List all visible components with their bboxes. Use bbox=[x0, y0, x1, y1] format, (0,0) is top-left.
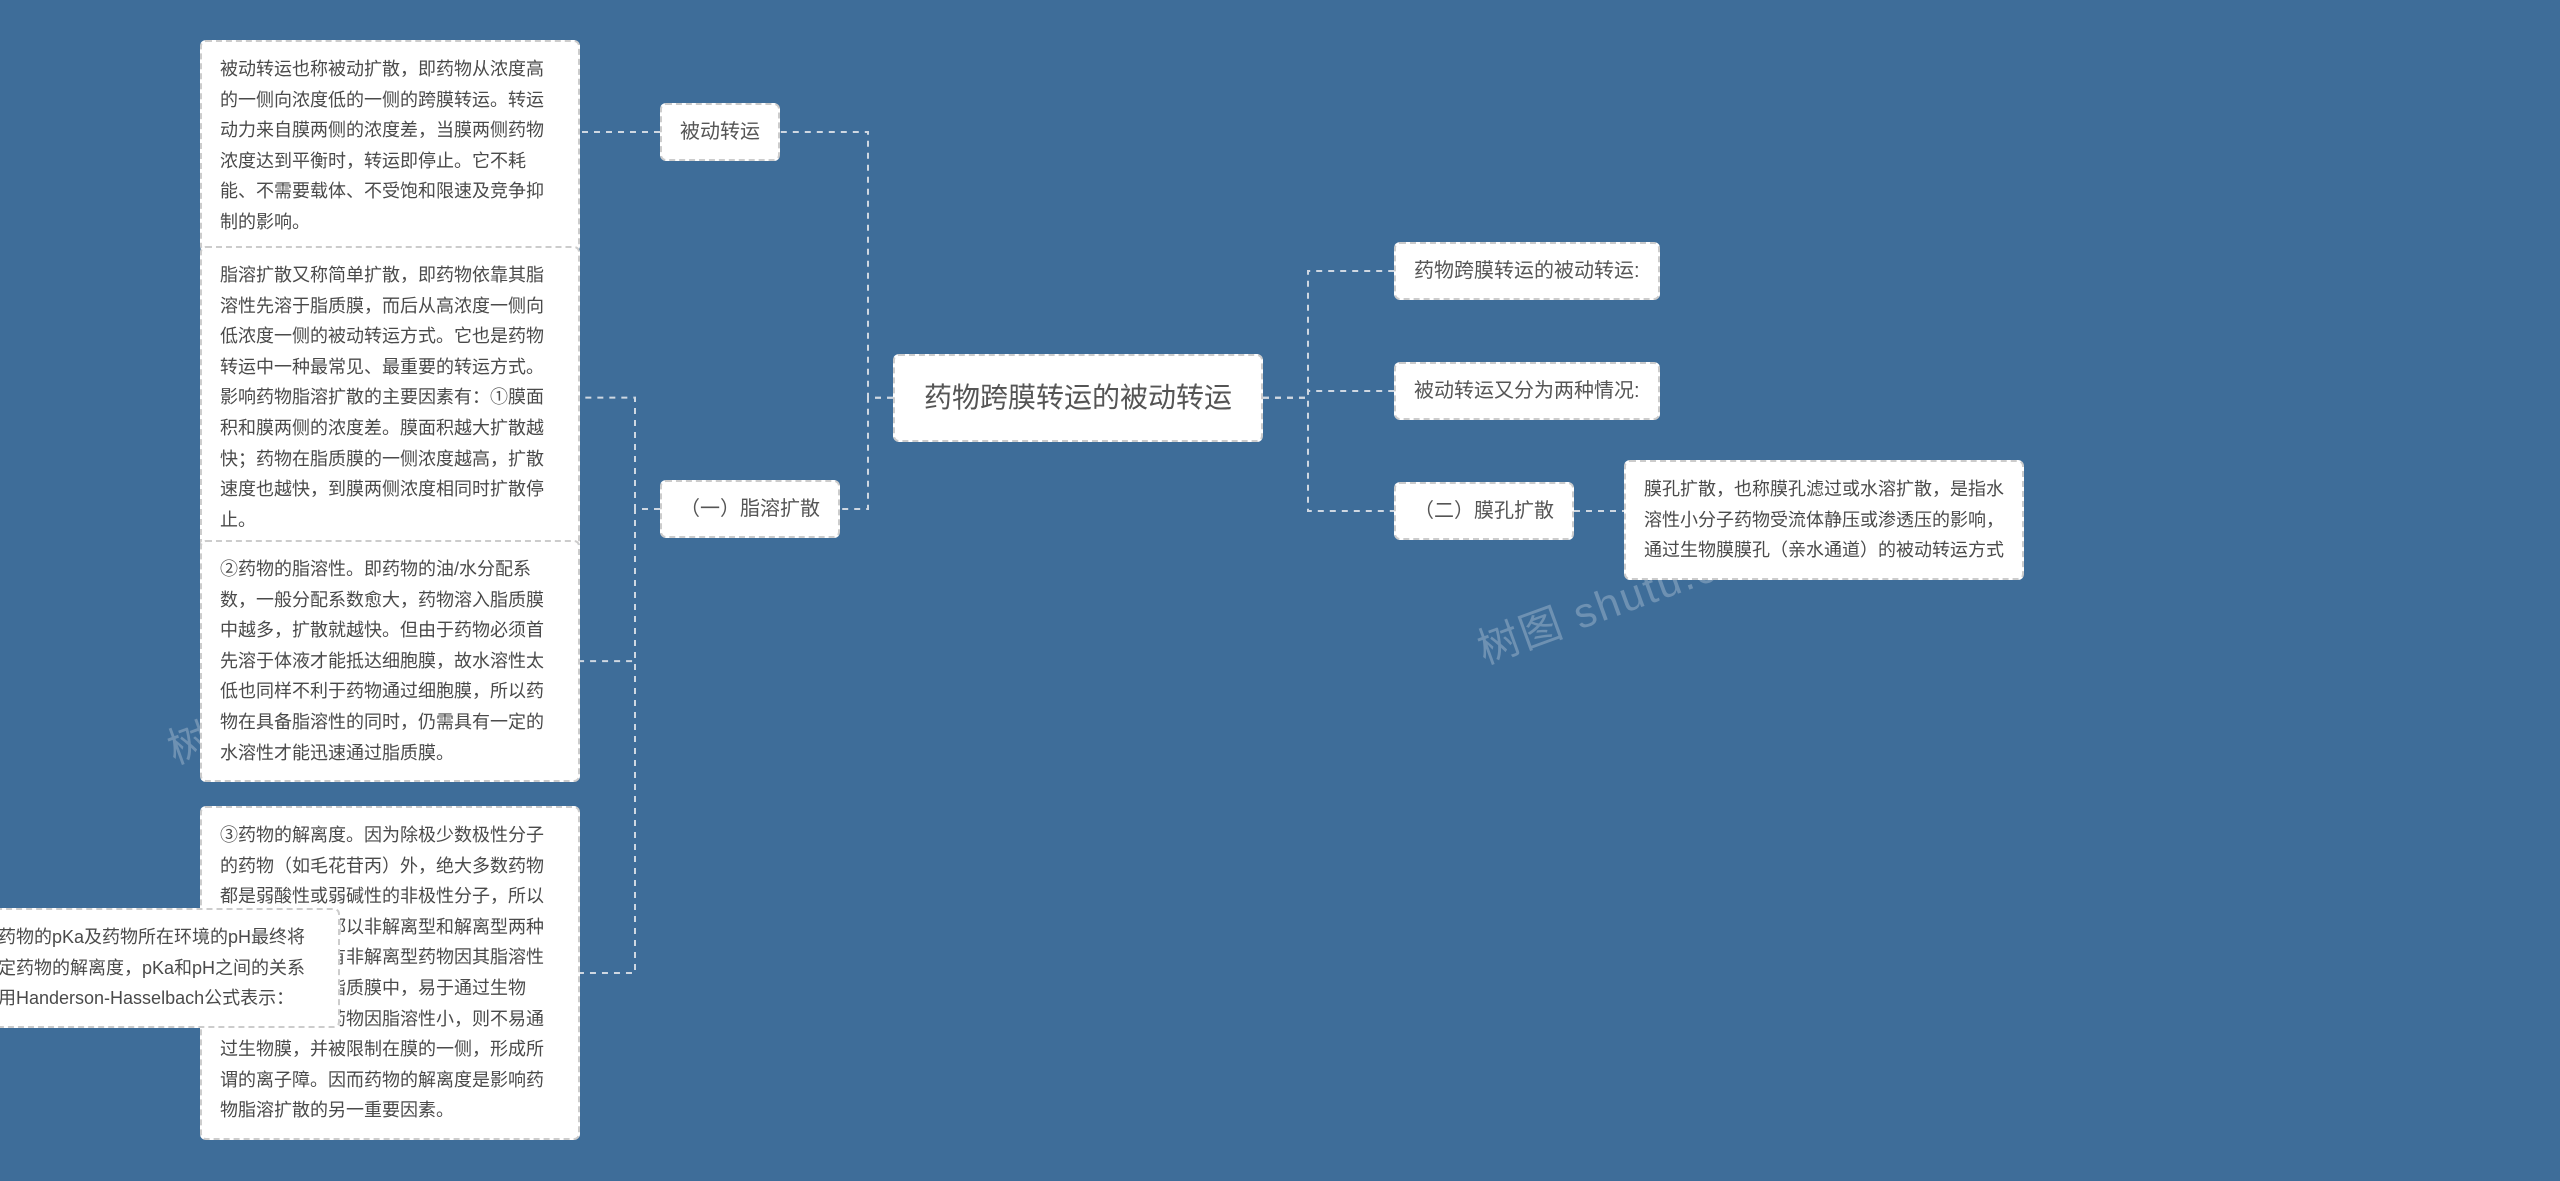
right-3-desc: 膜孔扩散，也称膜孔滤过或水溶扩散，是指水溶性小分子药物受流体静压或渗透压的影响，… bbox=[1624, 460, 2024, 580]
lipid-detail-4: ④药物的pKa及药物所在环境的pH最终将决定药物的解离度，pKa和pH之间的关系… bbox=[0, 908, 340, 1028]
lipid-detail-1: 脂溶扩散又称简单扩散，即药物依靠其脂溶性先溶于脂质膜，而后从高浓度一侧向低浓度一… bbox=[200, 246, 580, 549]
passive-node: 被动转运 bbox=[660, 103, 780, 161]
lipid-node: （一）脂溶扩散 bbox=[660, 480, 840, 538]
right-1: 药物跨膜转运的被动转运: bbox=[1394, 242, 1660, 300]
right-3: （二）膜孔扩散 bbox=[1394, 482, 1574, 540]
right-2: 被动转运又分为两种情况: bbox=[1394, 362, 1660, 420]
passive-desc-node: 被动转运也称被动扩散，即药物从浓度高的一侧向浓度低的一侧的跨膜转运。转运动力来自… bbox=[200, 40, 580, 252]
lipid-detail-2: ②药物的脂溶性。即药物的油/水分配系数，一般分配系数愈大，药物溶入脂质膜中越多，… bbox=[200, 540, 580, 782]
center-node: 药物跨膜转运的被动转运 bbox=[893, 354, 1263, 442]
